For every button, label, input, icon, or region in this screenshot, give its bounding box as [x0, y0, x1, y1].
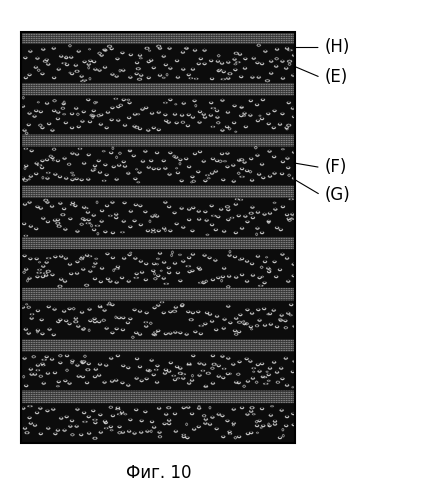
Bar: [21, 32, 295, 443]
Text: Фиг. 10: Фиг. 10: [125, 464, 191, 481]
Text: (H): (H): [325, 38, 350, 56]
Text: (G): (G): [325, 186, 351, 204]
Text: (E): (E): [325, 68, 348, 86]
Text: (F): (F): [325, 158, 347, 176]
